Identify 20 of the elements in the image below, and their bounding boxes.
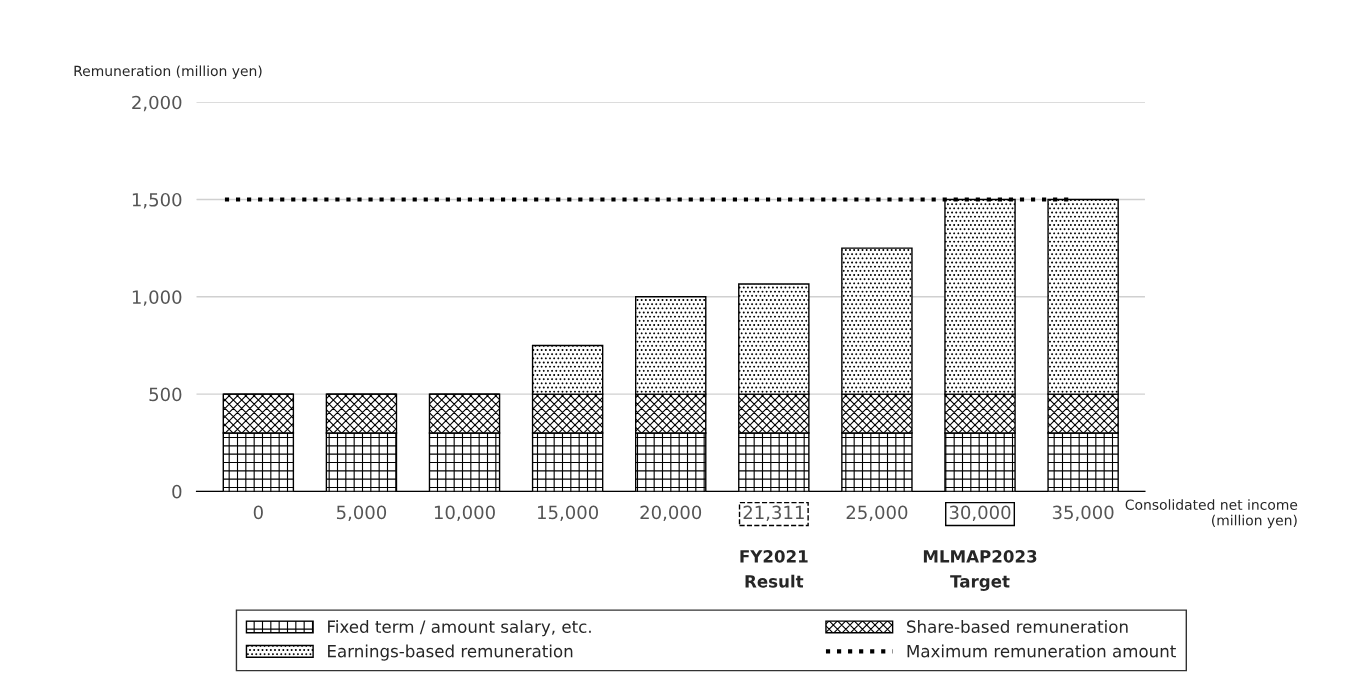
x-tick-label: 25,000: [846, 505, 908, 522]
x-tick-label: 15,000: [538, 505, 599, 522]
x-tick-label: 0: [253, 505, 263, 520]
y-tick-label: 2,000: [132, 95, 182, 112]
x-axis-title: Consolidated net income (million yen): [1125, 499, 1298, 529]
category-label: 21,311 FY2021 Result: [740, 505, 808, 588]
legend-label: Maximum remuneration amount: [907, 644, 1176, 658]
y-tick-label: 1,000: [132, 290, 182, 306]
x-tick-label: 20,000: [640, 505, 702, 522]
legend-label: Fixed term / amount salary, etc.: [328, 620, 591, 637]
x-tick-label: 5,000: [336, 505, 387, 522]
legend-label: Earnings-based remuneration: [328, 644, 573, 661]
legend-label: Share-based remuneration: [907, 620, 1128, 633]
y-axis-title: Remuneration (million yen): [74, 65, 262, 79]
x-tick-label: 10,000: [434, 505, 495, 522]
x-tick-label: 35,000: [1052, 505, 1114, 522]
y-tick-label: 1,500: [132, 192, 182, 209]
y-tick-label: 500: [149, 387, 182, 402]
category-label: 30,000 MLMAP2023 Target: [923, 505, 1037, 591]
y-tick-label: 0: [172, 484, 182, 499]
